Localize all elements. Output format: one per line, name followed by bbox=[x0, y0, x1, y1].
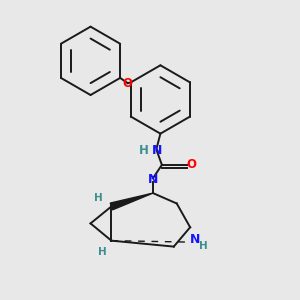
Text: H: H bbox=[94, 193, 102, 202]
Text: O: O bbox=[123, 76, 133, 90]
Polygon shape bbox=[110, 193, 153, 210]
Text: H: H bbox=[199, 241, 207, 251]
Text: O: O bbox=[186, 158, 196, 171]
Text: N: N bbox=[148, 173, 158, 186]
Text: H: H bbox=[98, 247, 107, 257]
Text: N: N bbox=[152, 143, 162, 157]
Text: N: N bbox=[189, 233, 200, 246]
Text: H: H bbox=[139, 143, 148, 157]
